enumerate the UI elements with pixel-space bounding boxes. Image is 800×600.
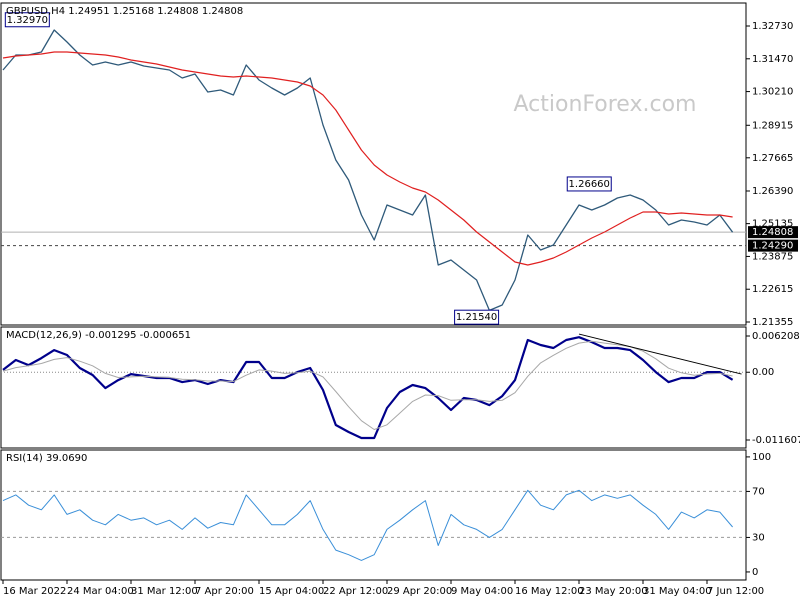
level-box [748,239,798,252]
last-price-label: 1.24808 [752,227,793,238]
y-tick-label: 1.23875 [752,251,793,262]
trendline [578,333,742,375]
x-tick-label: 7 Jun 12:00 [707,586,764,597]
y-tick-label: 1.27665 [752,153,793,164]
annotation-box [566,176,612,192]
x-tick-label: 9 May 04:00 [451,586,513,597]
x-tick-label: 31 Mar 12:00 [131,586,198,597]
y-tick-label: 1.30210 [752,87,793,98]
watermark: ActionForex.com [514,92,697,117]
annotation-label: 1.32970 [7,15,48,26]
series-line [2,489,733,561]
y-tick-label: 0 [752,567,758,578]
series-line [2,336,734,440]
y-tick-label: 1.31470 [752,54,793,65]
x-tick-label: 7 Apr 20:00 [195,586,254,597]
level-label: 1.24290 [752,241,793,252]
y-tick-label: 1.32730 [752,21,793,32]
y-tick-label: 30 [752,532,765,543]
x-tick-label: 15 Apr 04:00 [259,586,324,597]
annotation-box [454,309,500,325]
panel-title: RSI(14) 39.0690 [6,453,87,464]
y-tick-label: 1.22615 [752,284,793,295]
panel [0,326,747,449]
panel [0,2,747,326]
x-tick-label: 31 May 04:00 [643,586,712,597]
series-line [2,29,734,312]
x-tick-label: 29 Apr 20:00 [387,586,452,597]
x-tick-label: 16 May 12:00 [515,586,584,597]
panel-title: MACD(12,26,9) -0.001295 -0.000651 [6,330,191,341]
y-tick-label: 70 [752,486,765,497]
x-tick-label: 24 Mar 04:00 [67,586,134,597]
y-tick-label: 1.28915 [752,120,793,131]
annotation-label: 1.26660 [569,179,610,190]
y-tick-label: 100 [752,452,771,463]
last-price-box [748,226,798,239]
y-tick-label: 1.26390 [752,186,793,197]
x-tick-label: 22 Apr 12:00 [323,586,388,597]
y-tick-label: 0.006208 [752,331,800,342]
panel [0,449,747,581]
y-tick-label: 0.00 [752,367,774,378]
x-tick-label: 16 Mar 2022 [3,586,66,597]
y-tick-label: 1.25135 [752,219,793,230]
y-tick-label: 1.21355 [752,317,793,328]
y-tick-label: -0.011607 [752,435,800,446]
series-line [2,340,733,430]
x-tick-label: 23 May 20:00 [579,586,648,597]
annotation-box [4,12,50,28]
annotation-label: 1.21540 [456,312,497,323]
panel-title: GBPUSD,H4 1.24951 1.25168 1.24808 1.2480… [6,6,243,17]
series-line [2,51,733,266]
